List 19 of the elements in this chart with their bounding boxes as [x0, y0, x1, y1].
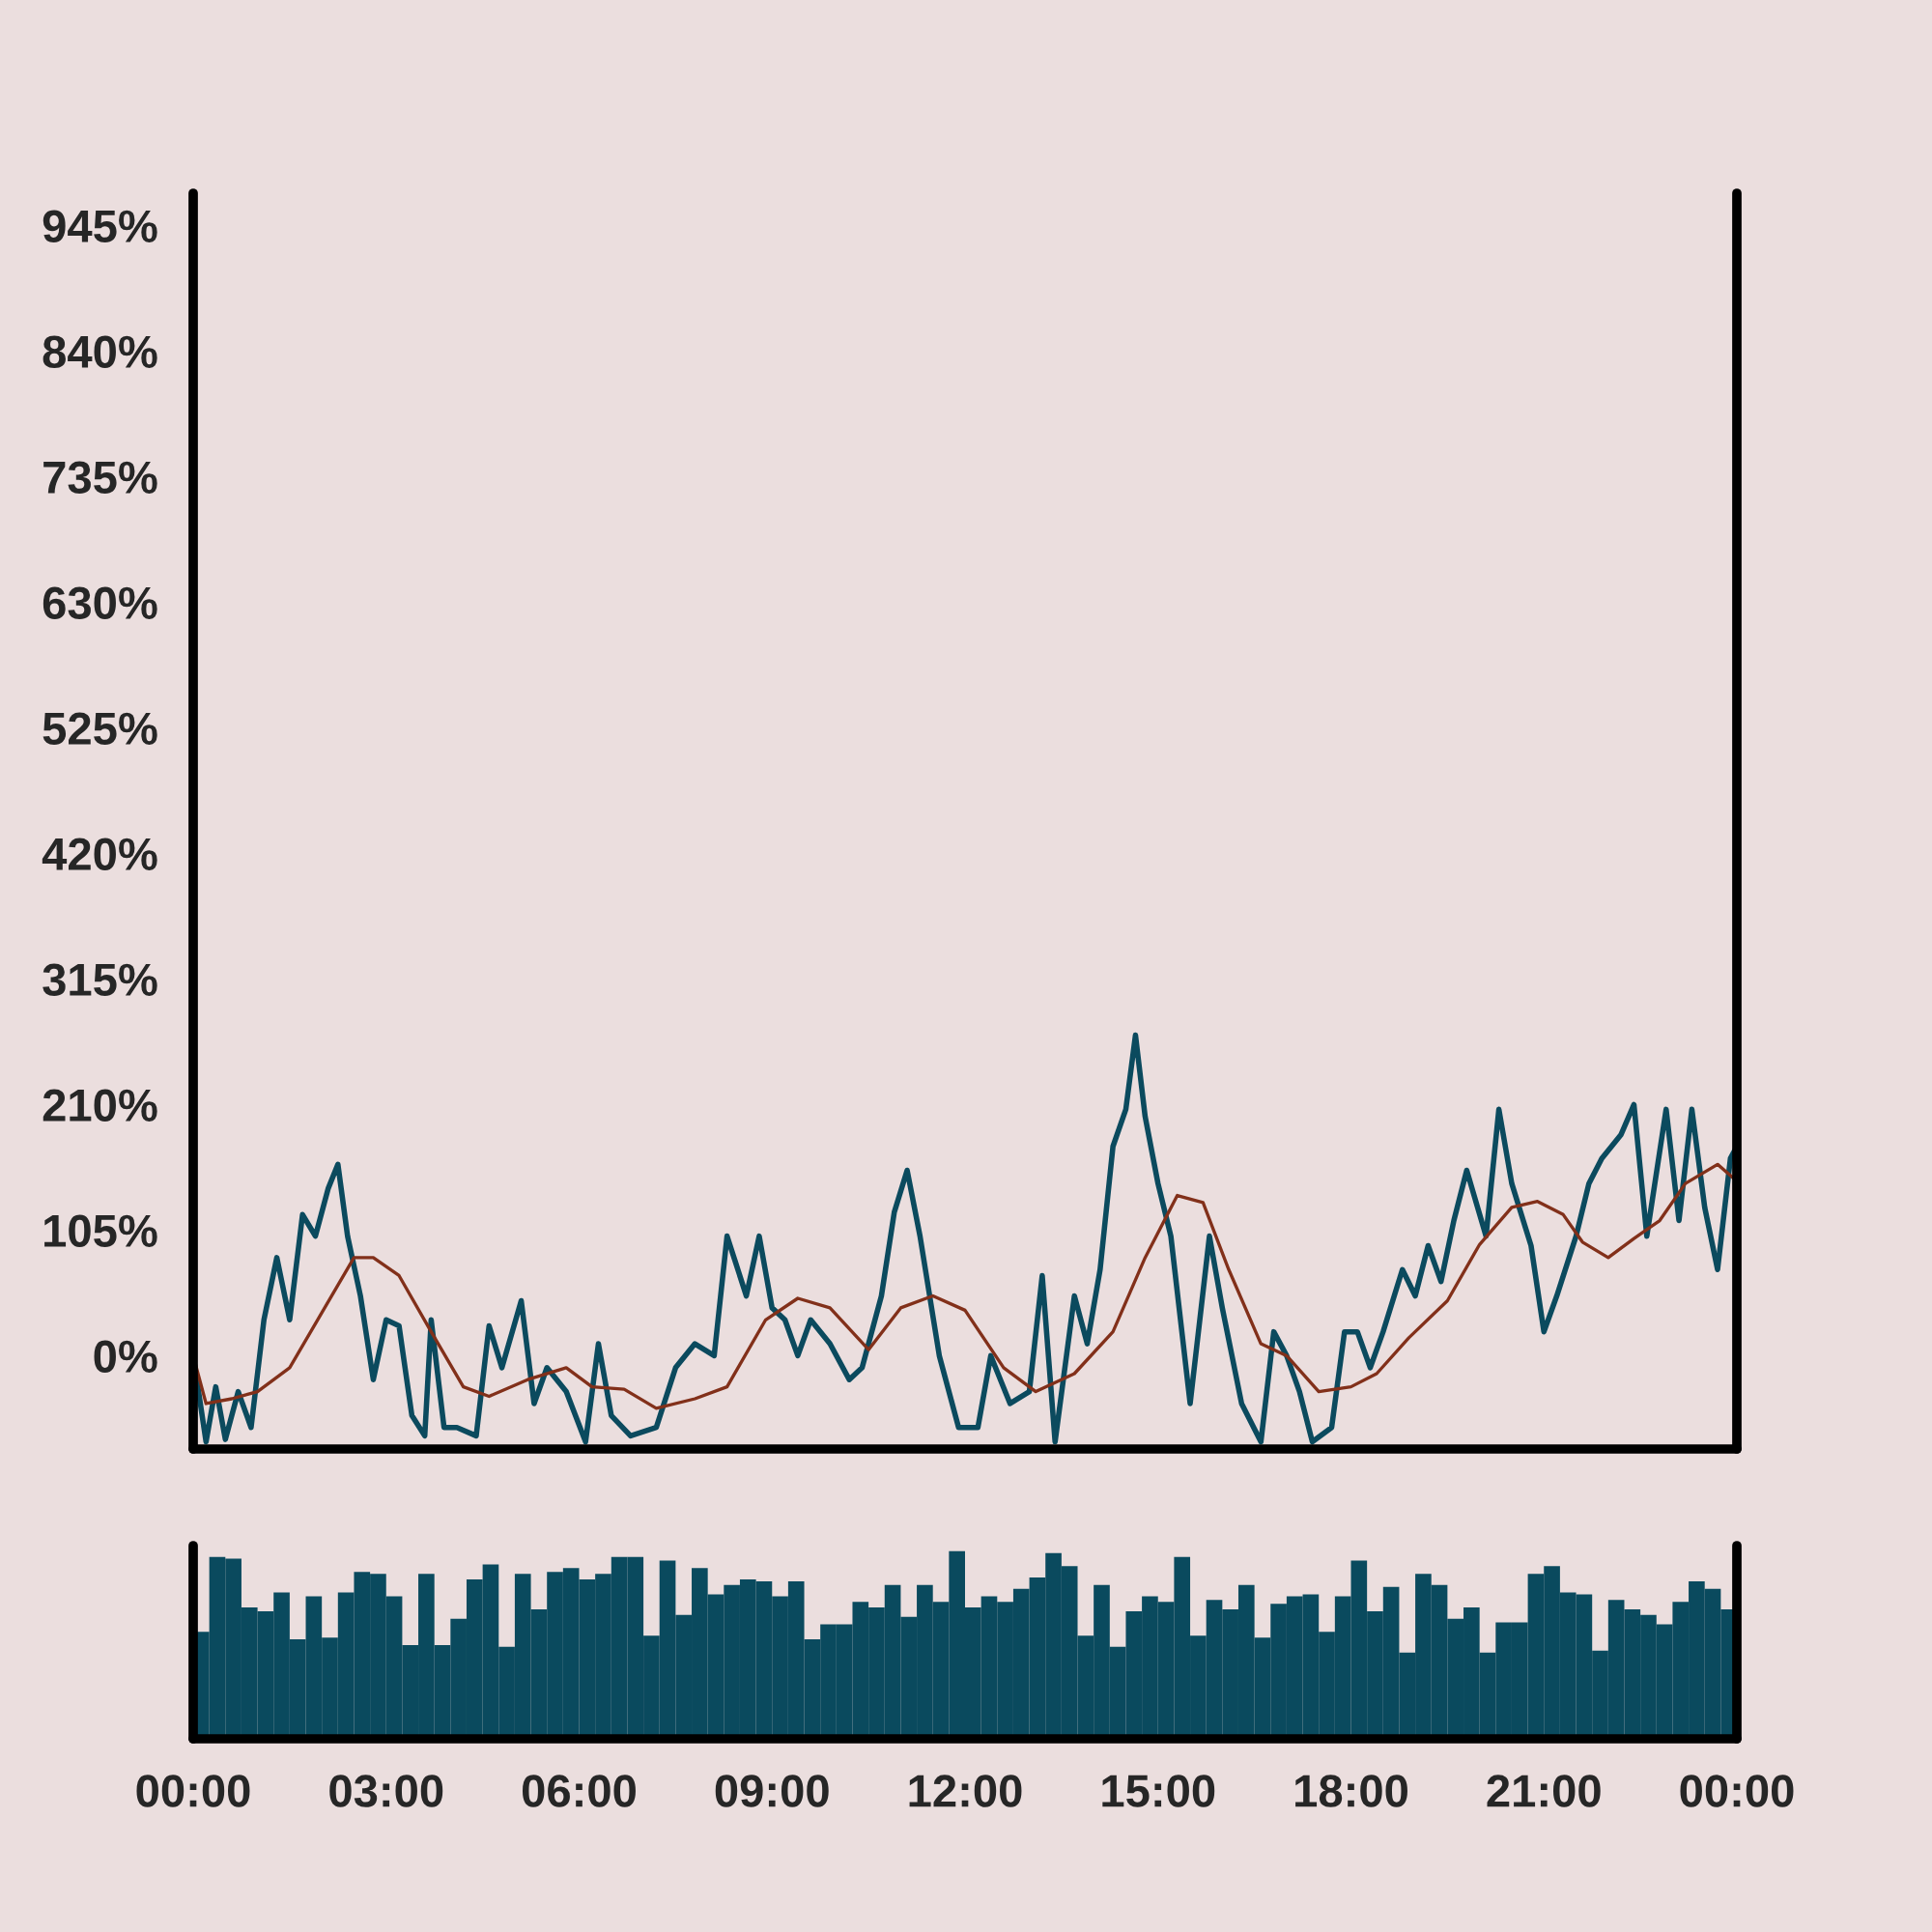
- x-tick-label: 00:00: [136, 1775, 250, 1807]
- x-tick-label: 15:00: [1102, 1775, 1215, 1807]
- x-tick-label: 12:00: [909, 1775, 1022, 1807]
- x-tick-label: 06:00: [522, 1775, 636, 1807]
- y-tick-label: 945%: [43, 210, 157, 242]
- y-tick-label: 525%: [43, 712, 157, 745]
- y-tick-label: 420%: [42, 838, 157, 870]
- x-tick-label: 09:00: [715, 1775, 829, 1807]
- y-tick-label: 0%: [94, 1340, 157, 1373]
- x-tick-label: 18:00: [1295, 1775, 1407, 1807]
- x-tick-label: 21:00: [1487, 1775, 1601, 1807]
- x-tick-label: 03:00: [329, 1775, 443, 1807]
- y-tick-label: 735%: [43, 461, 157, 495]
- y-tick-label: 105%: [44, 1214, 157, 1247]
- x-tick-label: 00:00: [1680, 1775, 1794, 1807]
- y-tick-label: 315%: [43, 963, 157, 997]
- y-tick-label: 630%: [43, 586, 157, 620]
- y-tick-label: 840%: [43, 335, 157, 368]
- y-tick-label: 210%: [43, 1089, 157, 1122]
